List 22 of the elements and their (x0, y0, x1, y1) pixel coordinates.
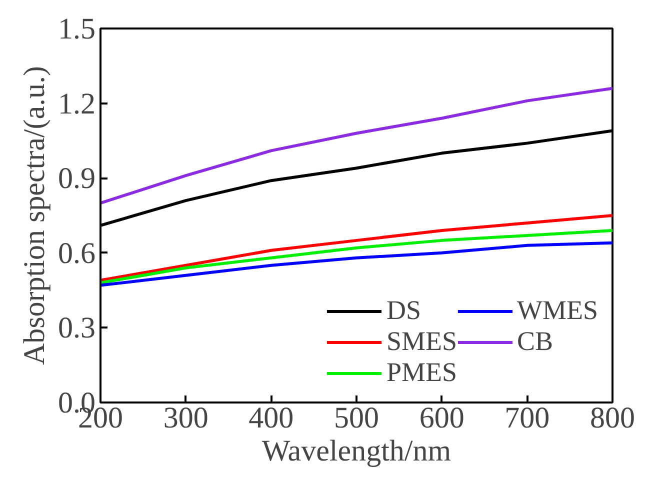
legend-label: SMES (386, 326, 457, 357)
x-tick-label: 400 (248, 402, 294, 434)
y-tick-label: 1.2 (58, 87, 96, 120)
y-tick-label: 0.9 (58, 162, 96, 196)
line-series (100, 214, 612, 282)
line-series (100, 241, 612, 287)
x-tick-label: 600 (419, 402, 464, 434)
x-axis-title: Wavelength/nm (262, 434, 452, 468)
x-tick-label: 300 (163, 402, 208, 434)
y-tick-label: 0.3 (58, 312, 96, 345)
y-axis-title: Absorption spectra/(a.u.) (18, 66, 51, 366)
x-tick-label: 700 (504, 402, 550, 434)
x-tick-label: 800 (590, 402, 635, 434)
y-tick-label: 0.6 (58, 236, 96, 270)
legend-label: WMES (517, 295, 598, 326)
line-series (100, 228, 612, 284)
legend-label: CB (517, 326, 554, 357)
legend-label: PMES (386, 357, 457, 388)
y-tick-label: 1.5 (58, 12, 96, 46)
line-series (100, 86, 612, 205)
x-tick-label: 500 (334, 402, 379, 434)
legend-label: DS (386, 295, 421, 326)
